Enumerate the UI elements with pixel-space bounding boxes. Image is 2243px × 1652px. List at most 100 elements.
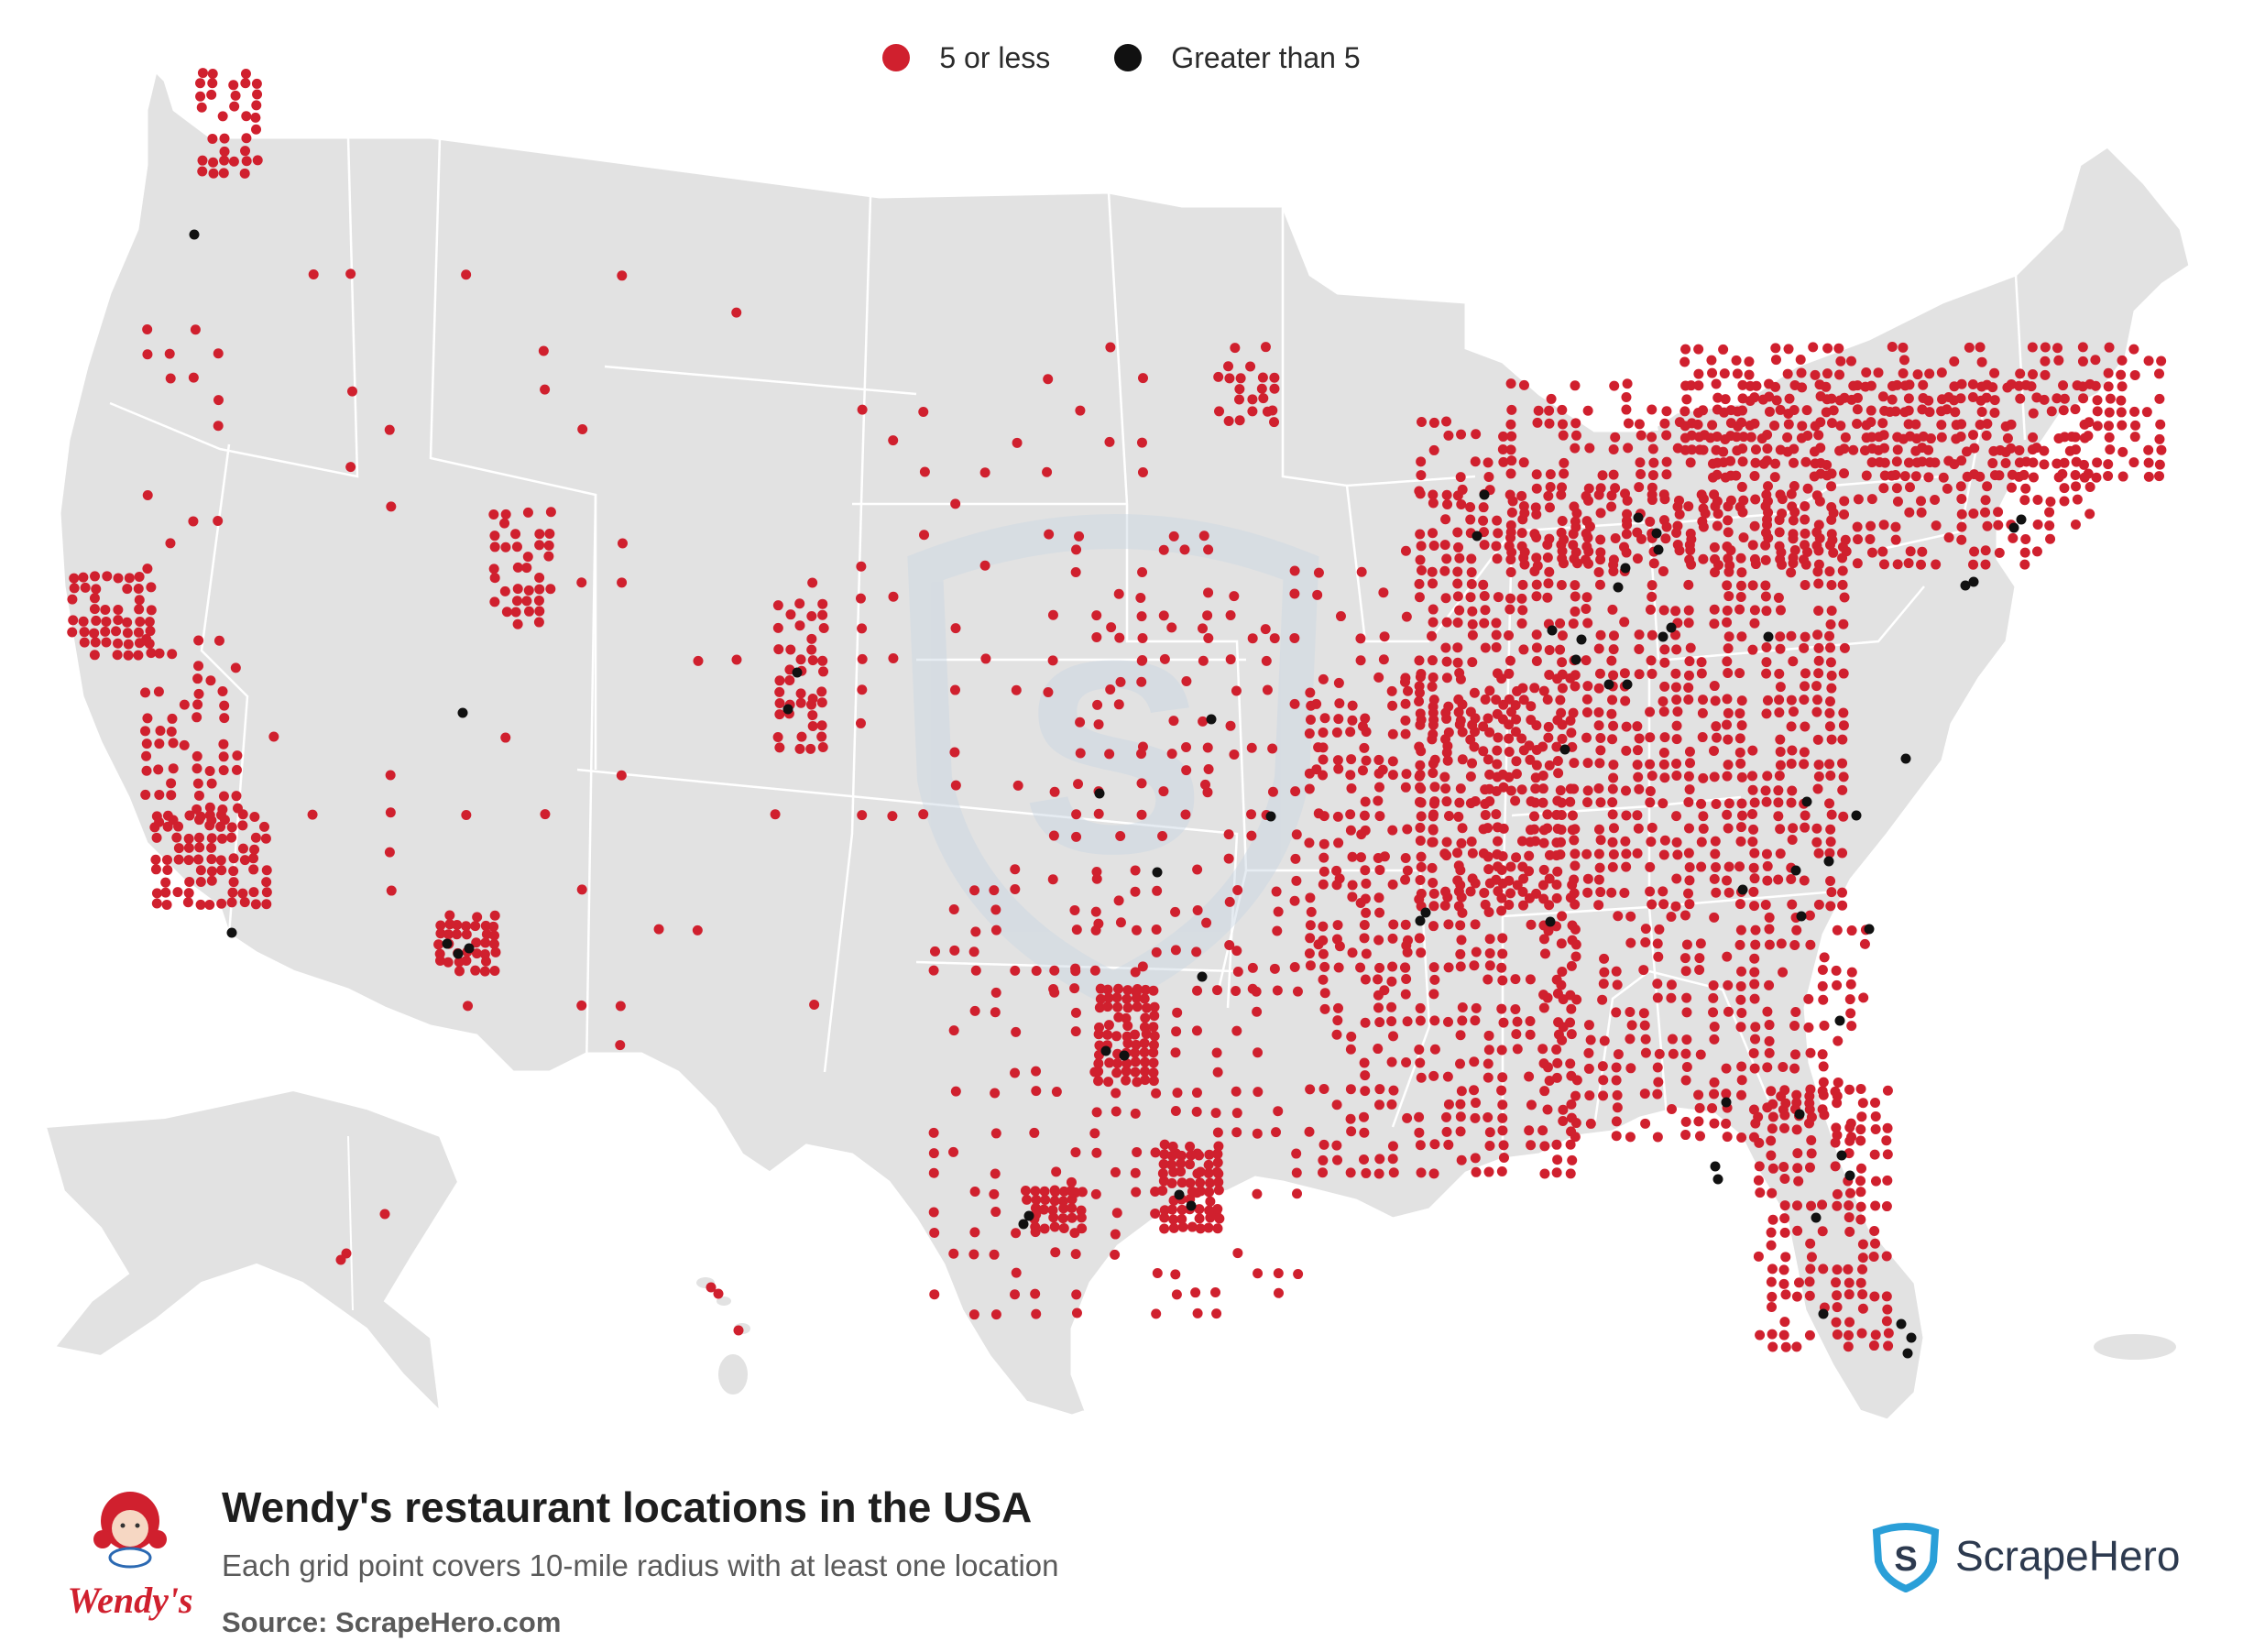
location-dot-low bbox=[1659, 644, 1670, 655]
location-dot-low bbox=[1684, 899, 1695, 910]
location-dot-low bbox=[1457, 1015, 1468, 1026]
location-dot-low bbox=[1722, 951, 1733, 962]
location-dot-low bbox=[1824, 695, 1835, 706]
location-dot-low bbox=[1585, 1118, 1596, 1129]
location-dot-low bbox=[1975, 342, 1986, 353]
location-dot-low bbox=[1982, 520, 1993, 531]
location-dot-low bbox=[1374, 811, 1385, 822]
location-dot-low bbox=[1192, 905, 1203, 916]
location-dot-low bbox=[1075, 405, 1086, 416]
location-dot-low bbox=[1583, 558, 1594, 569]
location-dot-low bbox=[1402, 865, 1413, 876]
location-dot-low bbox=[2059, 393, 2070, 404]
location-dot-low bbox=[2090, 380, 2101, 391]
location-dot-low bbox=[1791, 924, 1802, 935]
location-dot-low bbox=[1840, 534, 1851, 545]
location-dot-low bbox=[1837, 784, 1848, 795]
location-dot-low bbox=[1428, 701, 1439, 712]
location-dot-low bbox=[1792, 1163, 1803, 1174]
location-dot-low bbox=[1870, 1176, 1881, 1187]
location-dot-low bbox=[1428, 888, 1439, 899]
location-dot-low bbox=[1493, 732, 1504, 743]
location-dot-low bbox=[1775, 760, 1786, 771]
location-dot-low bbox=[1551, 1044, 1562, 1055]
location-dot-low bbox=[1544, 533, 1555, 544]
location-dot-low bbox=[1786, 567, 1797, 578]
location-dot-low bbox=[1552, 866, 1563, 877]
location-dot-low bbox=[1635, 457, 1646, 468]
location-dot-low bbox=[1738, 495, 1749, 506]
location-dot-low bbox=[346, 386, 357, 397]
location-dot-low bbox=[1378, 654, 1389, 665]
location-dot-high bbox=[226, 927, 237, 938]
location-dot-low bbox=[1537, 1125, 1548, 1136]
location-dot-low bbox=[68, 615, 79, 626]
location-dot-low bbox=[1607, 861, 1618, 872]
location-dot-low bbox=[1428, 604, 1439, 615]
location-dot-low bbox=[1428, 417, 1439, 428]
location-dot-low bbox=[1924, 407, 1935, 418]
location-dot-low bbox=[1866, 494, 1877, 505]
location-dot-low bbox=[1681, 1007, 1692, 1018]
location-dot-low bbox=[929, 946, 940, 957]
location-dot-low bbox=[1470, 727, 1481, 738]
location-dot-low bbox=[1685, 758, 1696, 769]
location-dot-low bbox=[248, 853, 259, 864]
location-dot-low bbox=[1150, 1187, 1161, 1198]
location-dot-low bbox=[1950, 407, 1961, 418]
location-dot-low bbox=[1837, 848, 1848, 859]
location-dot-low bbox=[512, 618, 523, 629]
location-dot-low bbox=[1066, 1186, 1077, 1197]
location-dot-low bbox=[1469, 687, 1480, 698]
location-dot-low bbox=[1844, 1277, 1855, 1288]
location-dot-low bbox=[1750, 1022, 1761, 1033]
location-dot-low bbox=[1091, 631, 1102, 642]
location-dot-low bbox=[1205, 1196, 1216, 1207]
location-dot-low bbox=[1516, 618, 1527, 629]
location-dot-low bbox=[1304, 837, 1315, 848]
location-dot-low bbox=[489, 542, 500, 552]
location-dot-low bbox=[1570, 1090, 1581, 1101]
location-dot-low bbox=[1745, 420, 1756, 431]
location-dot-low bbox=[1672, 706, 1683, 717]
location-dot-low bbox=[1607, 837, 1618, 848]
location-dot-low bbox=[480, 920, 491, 931]
location-dot-low bbox=[1837, 565, 1848, 576]
location-dot-low bbox=[386, 501, 397, 512]
location-dot-low bbox=[1166, 1204, 1177, 1215]
location-dot-low bbox=[1505, 468, 1516, 479]
location-dot-low bbox=[1010, 884, 1021, 895]
location-dot-low bbox=[1122, 1038, 1133, 1049]
location-dot-low bbox=[1537, 783, 1548, 794]
location-dot-low bbox=[1305, 1084, 1316, 1095]
location-dot-low bbox=[1770, 343, 1781, 354]
location-dot-low bbox=[1853, 534, 1864, 545]
location-dot-low bbox=[1949, 381, 1960, 392]
location-dot-low bbox=[173, 854, 184, 865]
location-dot-low bbox=[1788, 533, 1799, 544]
location-dot-low bbox=[1428, 837, 1439, 848]
location-dot-low bbox=[1443, 727, 1454, 738]
location-dot-low bbox=[1504, 746, 1515, 757]
location-dot-low bbox=[1882, 1304, 1893, 1315]
location-dot-low bbox=[1289, 565, 1300, 576]
location-dot-low bbox=[1483, 974, 1494, 985]
location-dot-low bbox=[1537, 797, 1548, 808]
location-dot-low bbox=[1386, 1016, 1397, 1027]
location-dot-low bbox=[1774, 527, 1785, 538]
location-dot-low bbox=[1877, 418, 1888, 429]
location-dot-low bbox=[1824, 759, 1835, 770]
location-dot-low bbox=[772, 600, 783, 611]
location-dot-low bbox=[1826, 683, 1837, 694]
location-dot-low bbox=[1857, 1264, 1868, 1275]
location-dot-low bbox=[1387, 1141, 1398, 1152]
location-dot-low bbox=[1747, 644, 1758, 655]
location-dot-low bbox=[2028, 457, 2039, 468]
location-dot-low bbox=[239, 897, 250, 908]
location-dot-low bbox=[1683, 771, 1694, 782]
location-dot-low bbox=[1625, 1132, 1636, 1143]
location-dot-low bbox=[1361, 755, 1372, 766]
location-dot-low bbox=[1767, 1264, 1778, 1275]
location-dot-low bbox=[1428, 489, 1439, 500]
location-dot-low bbox=[1791, 1097, 1802, 1108]
